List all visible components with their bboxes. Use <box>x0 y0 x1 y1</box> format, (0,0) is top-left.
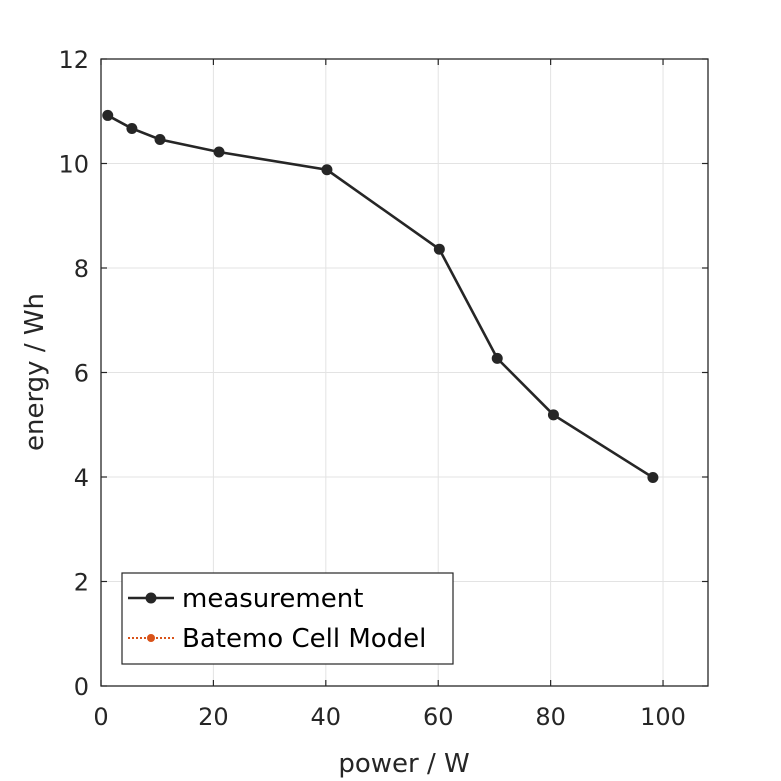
y-tick-label: 12 <box>58 46 89 74</box>
legend-items: measurement Batemo Cell Model <box>128 584 426 654</box>
legend-marker-batemo-cell-model <box>147 634 155 642</box>
series-layer <box>102 109 659 484</box>
y-tick-label: 10 <box>58 151 89 179</box>
x-tick-label: 60 <box>423 703 454 731</box>
y-axis-label: energy / Wh <box>20 293 50 451</box>
x-tick-label: 100 <box>640 703 686 731</box>
measurement-point <box>154 133 166 145</box>
legend-marker-measurement <box>145 592 157 604</box>
measurement-point <box>102 109 114 121</box>
measurement-point <box>647 472 659 484</box>
x-tick-label: 0 <box>93 703 108 731</box>
y-tick-label: 0 <box>74 673 89 701</box>
measurement-point <box>491 352 503 364</box>
axis-ticks <box>100 58 708 687</box>
legend: measurement Batemo Cell Model <box>121 572 454 665</box>
legend-label-batemo-cell-model: Batemo Cell Model <box>182 624 426 654</box>
measurement-point <box>321 164 333 176</box>
tick-labels: 0 20 40 60 80 100 0 2 4 6 8 10 12 <box>58 46 685 731</box>
y-tick-label: 8 <box>74 255 89 283</box>
x-tick-label: 80 <box>535 703 566 731</box>
measurement-point <box>213 146 225 158</box>
legend-label-measurement: measurement <box>182 584 363 614</box>
measurement-point <box>433 243 445 255</box>
x-tick-label: 40 <box>311 703 342 731</box>
legend-box <box>121 572 454 665</box>
x-tick-label: 20 <box>198 703 229 731</box>
measurement-point <box>126 122 138 134</box>
y-tick-label: 4 <box>74 464 89 492</box>
y-tick-label: 2 <box>74 569 89 597</box>
y-tick-label: 6 <box>74 360 89 388</box>
x-axis-label: power / W <box>338 749 469 779</box>
measurement-point <box>547 409 559 421</box>
